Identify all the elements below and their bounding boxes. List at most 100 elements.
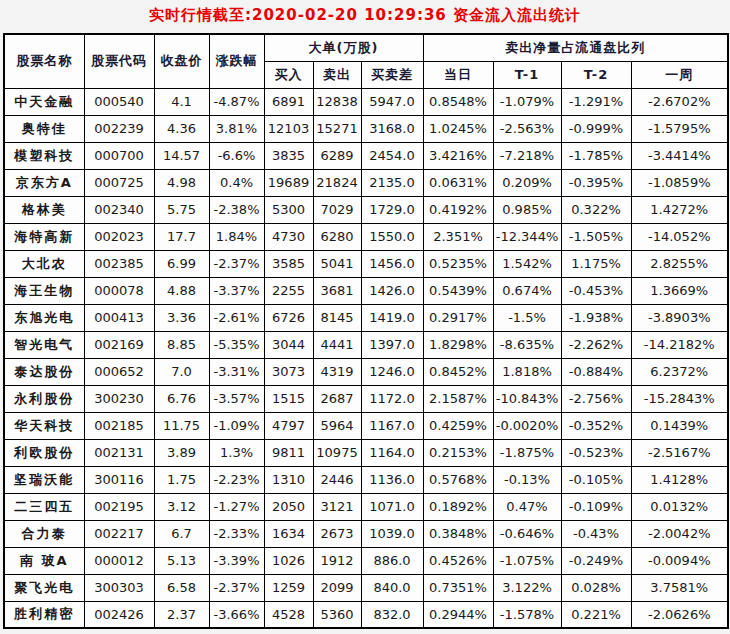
column-header-stock-code: 股票代码 bbox=[84, 34, 154, 88]
sell-cell: 8145 bbox=[313, 304, 361, 331]
change-pct-cell: -3.39% bbox=[209, 547, 264, 574]
t2-ratio-cell: -0.395% bbox=[561, 169, 631, 196]
table-row: 华天科技00218511.75-1.09%479759641167.00.425… bbox=[4, 412, 728, 439]
t1-ratio-cell: -1.075% bbox=[493, 547, 561, 574]
sell-cell: 5041 bbox=[313, 250, 361, 277]
buy-sell-diff-cell: 5947.0 bbox=[361, 88, 423, 115]
column-header-t1: T-1 bbox=[493, 61, 561, 88]
sell-cell: 2687 bbox=[313, 385, 361, 412]
week-ratio-cell: -0.0094% bbox=[631, 547, 728, 574]
stock-code-cell: 002426 bbox=[84, 601, 154, 628]
sell-cell: 4319 bbox=[313, 358, 361, 385]
buy-cell: 6726 bbox=[264, 304, 313, 331]
buy-sell-diff-cell: 840.0 bbox=[361, 574, 423, 601]
stock-code-cell: 000540 bbox=[84, 88, 154, 115]
week-ratio-cell: -1.5795% bbox=[631, 115, 728, 142]
change-pct-cell: -2.33% bbox=[209, 520, 264, 547]
sell-cell: 2673 bbox=[313, 520, 361, 547]
buy-cell: 12103 bbox=[264, 115, 313, 142]
stock-code-cell: 000725 bbox=[84, 169, 154, 196]
column-header-buy: 买入 bbox=[264, 61, 313, 88]
t2-ratio-cell: -0.249% bbox=[561, 547, 631, 574]
buy-cell: 3585 bbox=[264, 250, 313, 277]
change-pct-cell: -3.31% bbox=[209, 358, 264, 385]
close-price-cell: 14.57 bbox=[154, 142, 209, 169]
buy-cell: 1634 bbox=[264, 520, 313, 547]
t1-ratio-cell: -0.646% bbox=[493, 520, 561, 547]
buy-sell-diff-cell: 1426.0 bbox=[361, 277, 423, 304]
buy-cell: 2050 bbox=[264, 493, 313, 520]
change-pct-cell: -2.61% bbox=[209, 304, 264, 331]
buy-sell-diff-cell: 3168.0 bbox=[361, 115, 423, 142]
t2-ratio-cell: -0.352% bbox=[561, 412, 631, 439]
stock-name-cell: 京东方A bbox=[4, 169, 84, 196]
stock-name-cell: 海王生物 bbox=[4, 277, 84, 304]
table-row: 利欧股份0021313.891.3%9811109751164.00.2153%… bbox=[4, 439, 728, 466]
sell-cell: 4441 bbox=[313, 331, 361, 358]
stock-name-cell: 聚飞光电 bbox=[4, 574, 84, 601]
today-ratio-cell: 0.8548% bbox=[423, 88, 493, 115]
table-row: 永利股份3002306.76-3.57%151526871172.02.1587… bbox=[4, 385, 728, 412]
t2-ratio-cell: -2.262% bbox=[561, 331, 631, 358]
today-ratio-cell: 0.2153% bbox=[423, 439, 493, 466]
buy-cell: 3073 bbox=[264, 358, 313, 385]
t2-ratio-cell: -1.291% bbox=[561, 88, 631, 115]
stock-name-cell: 东旭光电 bbox=[4, 304, 84, 331]
buy-sell-diff-cell: 1729.0 bbox=[361, 196, 423, 223]
column-header-t2: T-2 bbox=[561, 61, 631, 88]
table-row: 坚瑞沃能3001161.75-2.23%131024461136.00.5768… bbox=[4, 466, 728, 493]
table-row: 京东方A0007254.980.4%19689218242135.00.0631… bbox=[4, 169, 728, 196]
sell-cell: 1912 bbox=[313, 547, 361, 574]
today-ratio-cell: 0.0631% bbox=[423, 169, 493, 196]
change-pct-cell: -2.23% bbox=[209, 466, 264, 493]
week-ratio-cell: 2.8255% bbox=[631, 250, 728, 277]
close-price-cell: 6.76 bbox=[154, 385, 209, 412]
table-header: 股票名称 股票代码 收盘价 涨跌幅 大单(万股) 卖出净量占流通盘比列 买入 卖… bbox=[4, 34, 728, 88]
table-row: 智光电气0021698.85-5.35%304444411397.01.8298… bbox=[4, 331, 728, 358]
today-ratio-cell: 0.2944% bbox=[423, 601, 493, 628]
stock-name-cell: 模塑科技 bbox=[4, 142, 84, 169]
table-row: 东旭光电0004133.36-2.61%672681451419.00.2917… bbox=[4, 304, 728, 331]
week-ratio-cell: -14.052% bbox=[631, 223, 728, 250]
stock-code-cell: 002385 bbox=[84, 250, 154, 277]
table-row: 格林美0023405.75-2.38%530070291729.00.4192%… bbox=[4, 196, 728, 223]
t2-ratio-cell: -0.999% bbox=[561, 115, 631, 142]
stock-name-cell: 中天金融 bbox=[4, 88, 84, 115]
close-price-cell: 1.75 bbox=[154, 466, 209, 493]
today-ratio-cell: 0.8452% bbox=[423, 358, 493, 385]
close-price-cell: 6.7 bbox=[154, 520, 209, 547]
t1-ratio-cell: -1.079% bbox=[493, 88, 561, 115]
close-price-cell: 2.37 bbox=[154, 601, 209, 628]
close-price-cell: 8.85 bbox=[154, 331, 209, 358]
change-pct-cell: -2.38% bbox=[209, 196, 264, 223]
close-price-cell: 4.36 bbox=[154, 115, 209, 142]
stock-name-cell: 坚瑞沃能 bbox=[4, 466, 84, 493]
sell-cell: 6280 bbox=[313, 223, 361, 250]
table-row: 二三四五0021953.12-1.27%205031211071.00.1892… bbox=[4, 493, 728, 520]
sell-cell: 5360 bbox=[313, 601, 361, 628]
change-pct-cell: 1.84% bbox=[209, 223, 264, 250]
table-row: 大北农0023856.99-2.37%358550411456.00.5235%… bbox=[4, 250, 728, 277]
stock-code-cell: 000700 bbox=[84, 142, 154, 169]
buy-sell-diff-cell: 1167.0 bbox=[361, 412, 423, 439]
change-pct-cell: -2.37% bbox=[209, 574, 264, 601]
buy-cell: 19689 bbox=[264, 169, 313, 196]
t1-ratio-cell: 1.542% bbox=[493, 250, 561, 277]
table-row: 奥特佳0022394.363.81%12103152713168.01.0245… bbox=[4, 115, 728, 142]
table-row: 海特高新00202317.71.84%473062801550.02.351%-… bbox=[4, 223, 728, 250]
fund-flow-table: 股票名称 股票代码 收盘价 涨跌幅 大单(万股) 卖出净量占流通盘比列 买入 卖… bbox=[3, 33, 729, 629]
change-pct-cell: -3.57% bbox=[209, 385, 264, 412]
t1-ratio-cell: 0.985% bbox=[493, 196, 561, 223]
sell-cell: 7029 bbox=[313, 196, 361, 223]
close-price-cell: 3.12 bbox=[154, 493, 209, 520]
buy-cell: 2255 bbox=[264, 277, 313, 304]
week-ratio-cell: 1.4128% bbox=[631, 466, 728, 493]
table-row: 合力泰0022176.7-2.33%163426731039.00.3848%-… bbox=[4, 520, 728, 547]
today-ratio-cell: 0.3848% bbox=[423, 520, 493, 547]
column-header-stock-name: 股票名称 bbox=[4, 34, 84, 88]
sell-cell: 2099 bbox=[313, 574, 361, 601]
stock-name-cell: 永利股份 bbox=[4, 385, 84, 412]
buy-cell: 4528 bbox=[264, 601, 313, 628]
buy-cell: 1515 bbox=[264, 385, 313, 412]
t2-ratio-cell: -1.785% bbox=[561, 142, 631, 169]
